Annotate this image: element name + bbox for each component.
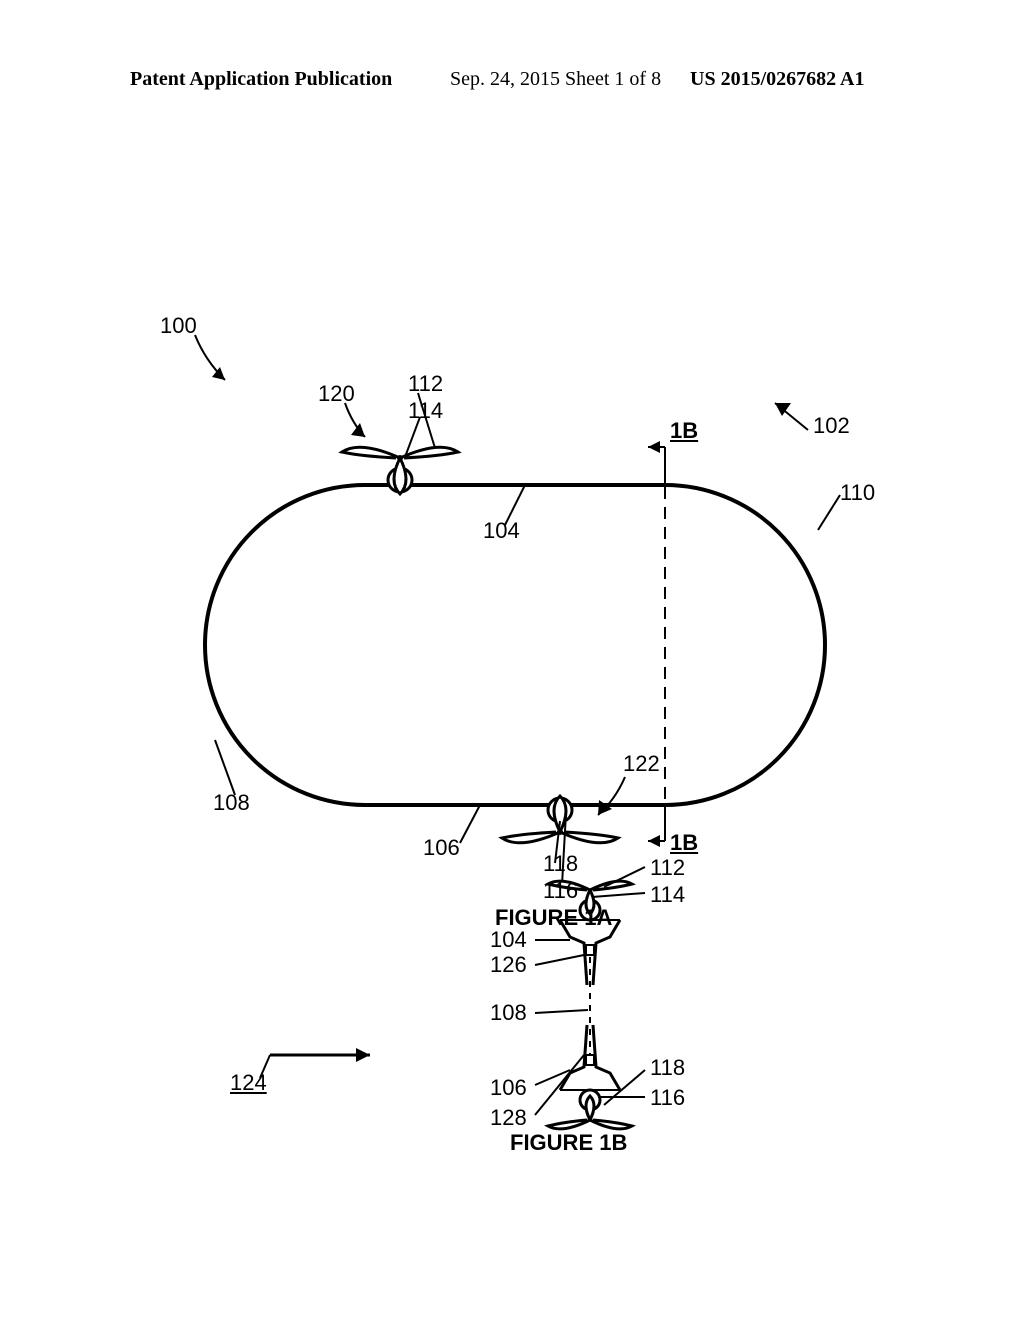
figure-1b-caption: FIGURE 1B [510,1130,627,1156]
section-label-bottom: 1B [670,830,698,856]
header-right: US 2015/0267682 A1 [690,68,864,91]
section-label-top: 1B [670,418,698,444]
ref-110: 110 [840,480,875,506]
leader-106 [460,805,480,843]
leader-122 [598,777,625,815]
drawing-area: 1B 1B 100 102 104 106 108 110 112 114 11… [120,185,900,1155]
ref-b-114: 114 [650,882,685,908]
header-center: Sep. 24, 2015 Sheet 1 of 8 [450,68,661,91]
ref-b-118: 118 [650,1055,685,1081]
ref-b-116: 116 [650,1085,685,1111]
ref-114: 114 [408,398,443,424]
ref-120: 120 [318,381,355,407]
ref-b-112: 112 [650,855,685,881]
leader-102 [775,403,808,430]
ref-122: 122 [623,751,660,777]
ref-116: 116 [543,878,578,904]
section-arrow-bottom [648,805,665,847]
ref-b-106: 106 [490,1075,527,1101]
ref-102: 102 [813,413,850,439]
section-arrow-top [648,441,665,485]
ref-b-126: 126 [490,952,527,978]
flow-arrow [270,1048,370,1062]
page-header: Patent Application Publication Sep. 24, … [0,0,1024,100]
leader-100 [195,335,225,380]
ref-b-108: 108 [490,1000,527,1026]
ref-124: 124 [230,1070,267,1096]
ref-b-104: 104 [490,927,527,953]
header-left: Patent Application Publication [130,68,392,91]
ref-b-128: 128 [490,1105,527,1131]
ref-118: 118 [543,851,578,877]
ref-108: 108 [213,790,250,816]
ref-106: 106 [423,835,460,861]
ref-100: 100 [160,313,197,339]
leader-120 [345,403,365,437]
ref-104: 104 [483,518,520,544]
ref-112: 112 [408,371,443,397]
leader-108 [215,740,235,795]
leader-110 [818,495,840,530]
